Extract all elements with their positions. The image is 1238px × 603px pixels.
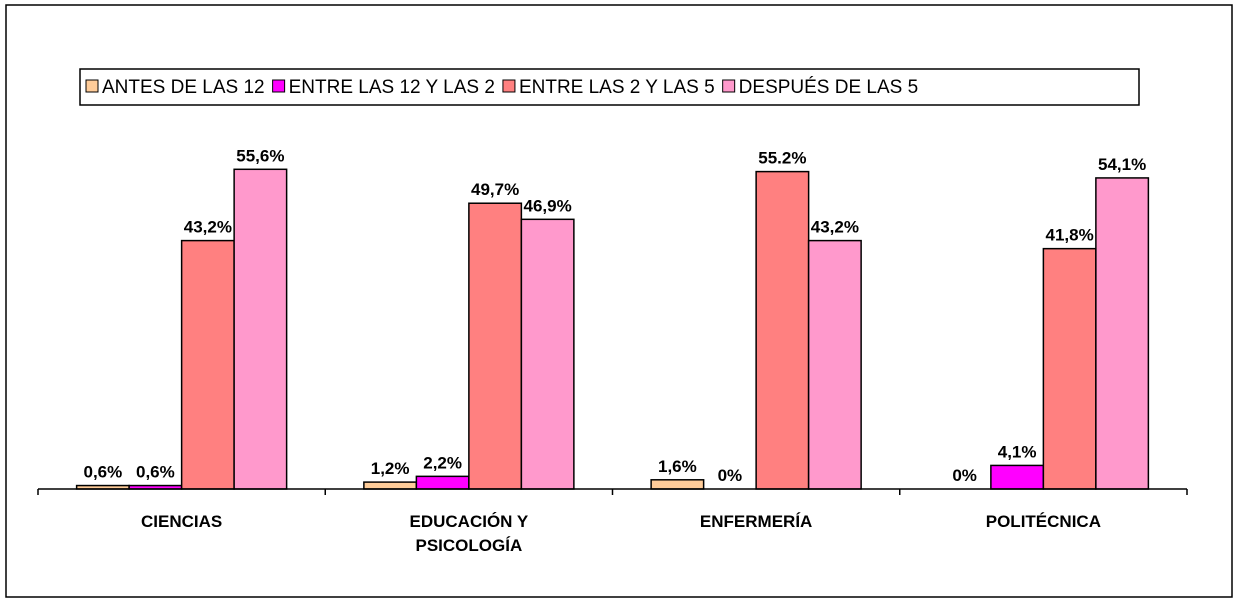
x-tick-label: CIENCIAS bbox=[141, 512, 223, 531]
bar bbox=[755, 170, 810, 490]
data-label: 49,7% bbox=[471, 180, 519, 199]
legend-label: ENTRE LAS 12 Y LAS 2 bbox=[289, 77, 495, 98]
bar bbox=[180, 239, 235, 490]
data-label: 1,2% bbox=[371, 459, 410, 478]
data-label: 55.2% bbox=[758, 149, 806, 168]
bar bbox=[990, 464, 1045, 490]
data-label: 54,1% bbox=[1098, 155, 1146, 174]
bar bbox=[468, 202, 523, 490]
legend-label: DESPUÉS DE LAS 5 bbox=[739, 77, 919, 98]
x-tick-label: POLITÉCNICA bbox=[985, 512, 1101, 531]
legend-box bbox=[79, 68, 1140, 106]
data-label: 0% bbox=[952, 466, 977, 485]
bar bbox=[415, 475, 470, 490]
x-tick-label: ENFERMERÍA bbox=[699, 512, 813, 531]
data-label: 41,8% bbox=[1046, 226, 1094, 245]
bar bbox=[363, 481, 418, 490]
x-tick-label: EDUCACIÓN Y PSICOLOGÍA bbox=[409, 512, 529, 555]
bar bbox=[520, 218, 575, 490]
data-label: 0% bbox=[718, 466, 743, 485]
data-label: 4,1% bbox=[998, 442, 1037, 461]
data-label: 46,9% bbox=[524, 196, 572, 215]
legend-label: ENTRE LAS 2 Y LAS 5 bbox=[519, 77, 715, 98]
bar bbox=[1042, 247, 1097, 490]
data-label: 0,6% bbox=[84, 463, 123, 482]
legend-swatch bbox=[722, 79, 736, 93]
legend-swatch bbox=[272, 79, 286, 93]
data-label: 43,2% bbox=[811, 218, 859, 237]
legend-label: ANTES DE LAS 12 bbox=[102, 77, 265, 98]
data-label: 55,6% bbox=[236, 146, 284, 165]
data-label: 0,6% bbox=[136, 463, 175, 482]
bar bbox=[807, 239, 862, 490]
bar bbox=[650, 479, 705, 490]
data-label: 43,2% bbox=[184, 218, 232, 237]
legend-swatch bbox=[85, 79, 99, 93]
bar bbox=[233, 168, 288, 490]
legend-swatch bbox=[502, 79, 516, 93]
data-label: 1,6% bbox=[658, 457, 697, 476]
bar bbox=[1095, 177, 1150, 490]
data-label: 2,2% bbox=[423, 453, 462, 472]
